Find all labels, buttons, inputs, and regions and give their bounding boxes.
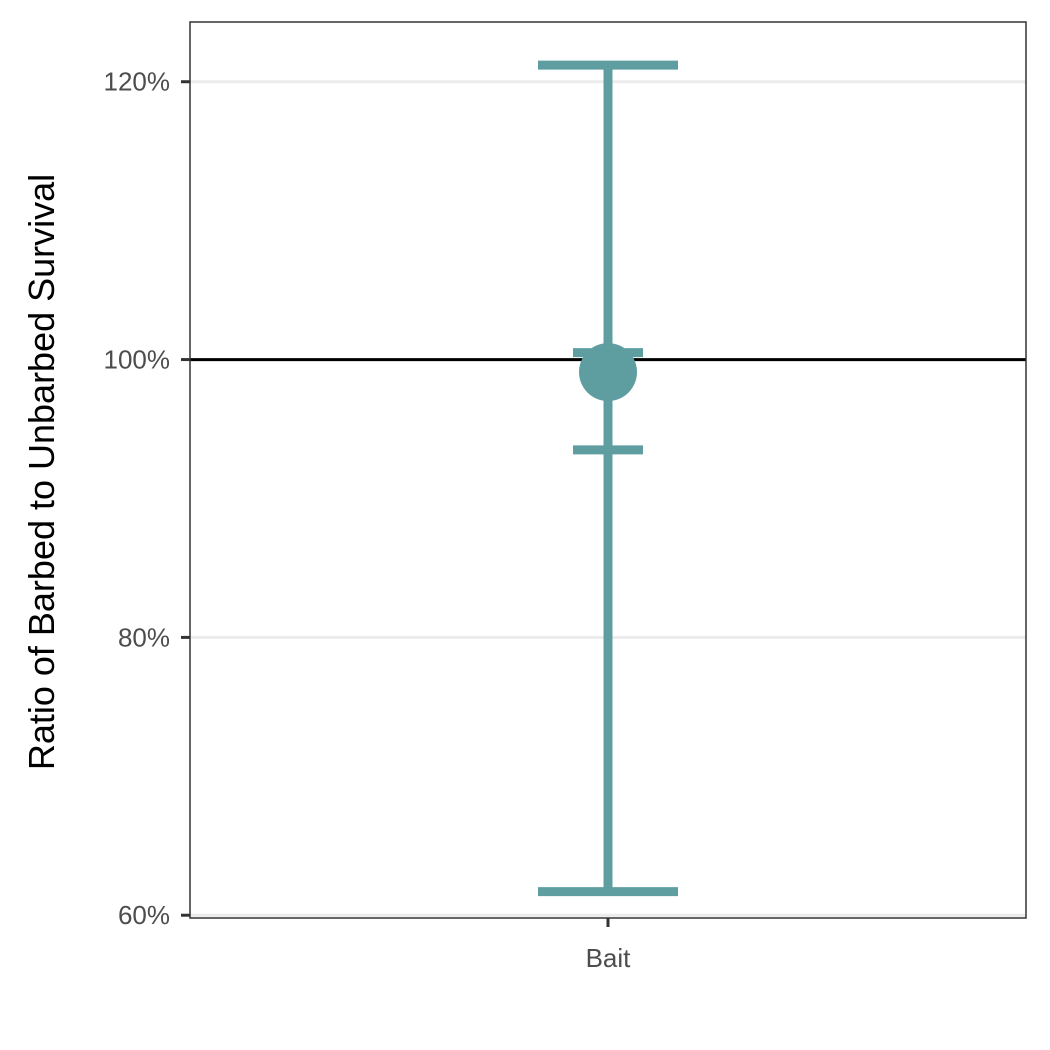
y-tick-label-2: 100%	[104, 345, 171, 375]
y-tick-label-1: 80%	[118, 622, 170, 652]
y-axis-title: Ratio of Barbed to Unbarbed Survival	[21, 174, 62, 770]
y-axis: 60% 80% 100% 120%	[104, 67, 190, 930]
y-tick-label-3: 120%	[104, 67, 171, 97]
y-tick-label-0: 60%	[118, 900, 170, 930]
x-axis: Bait	[586, 918, 632, 973]
data-marks	[538, 60, 678, 897]
point-estimate	[579, 343, 637, 402]
x-tick-label-0: Bait	[586, 943, 632, 973]
